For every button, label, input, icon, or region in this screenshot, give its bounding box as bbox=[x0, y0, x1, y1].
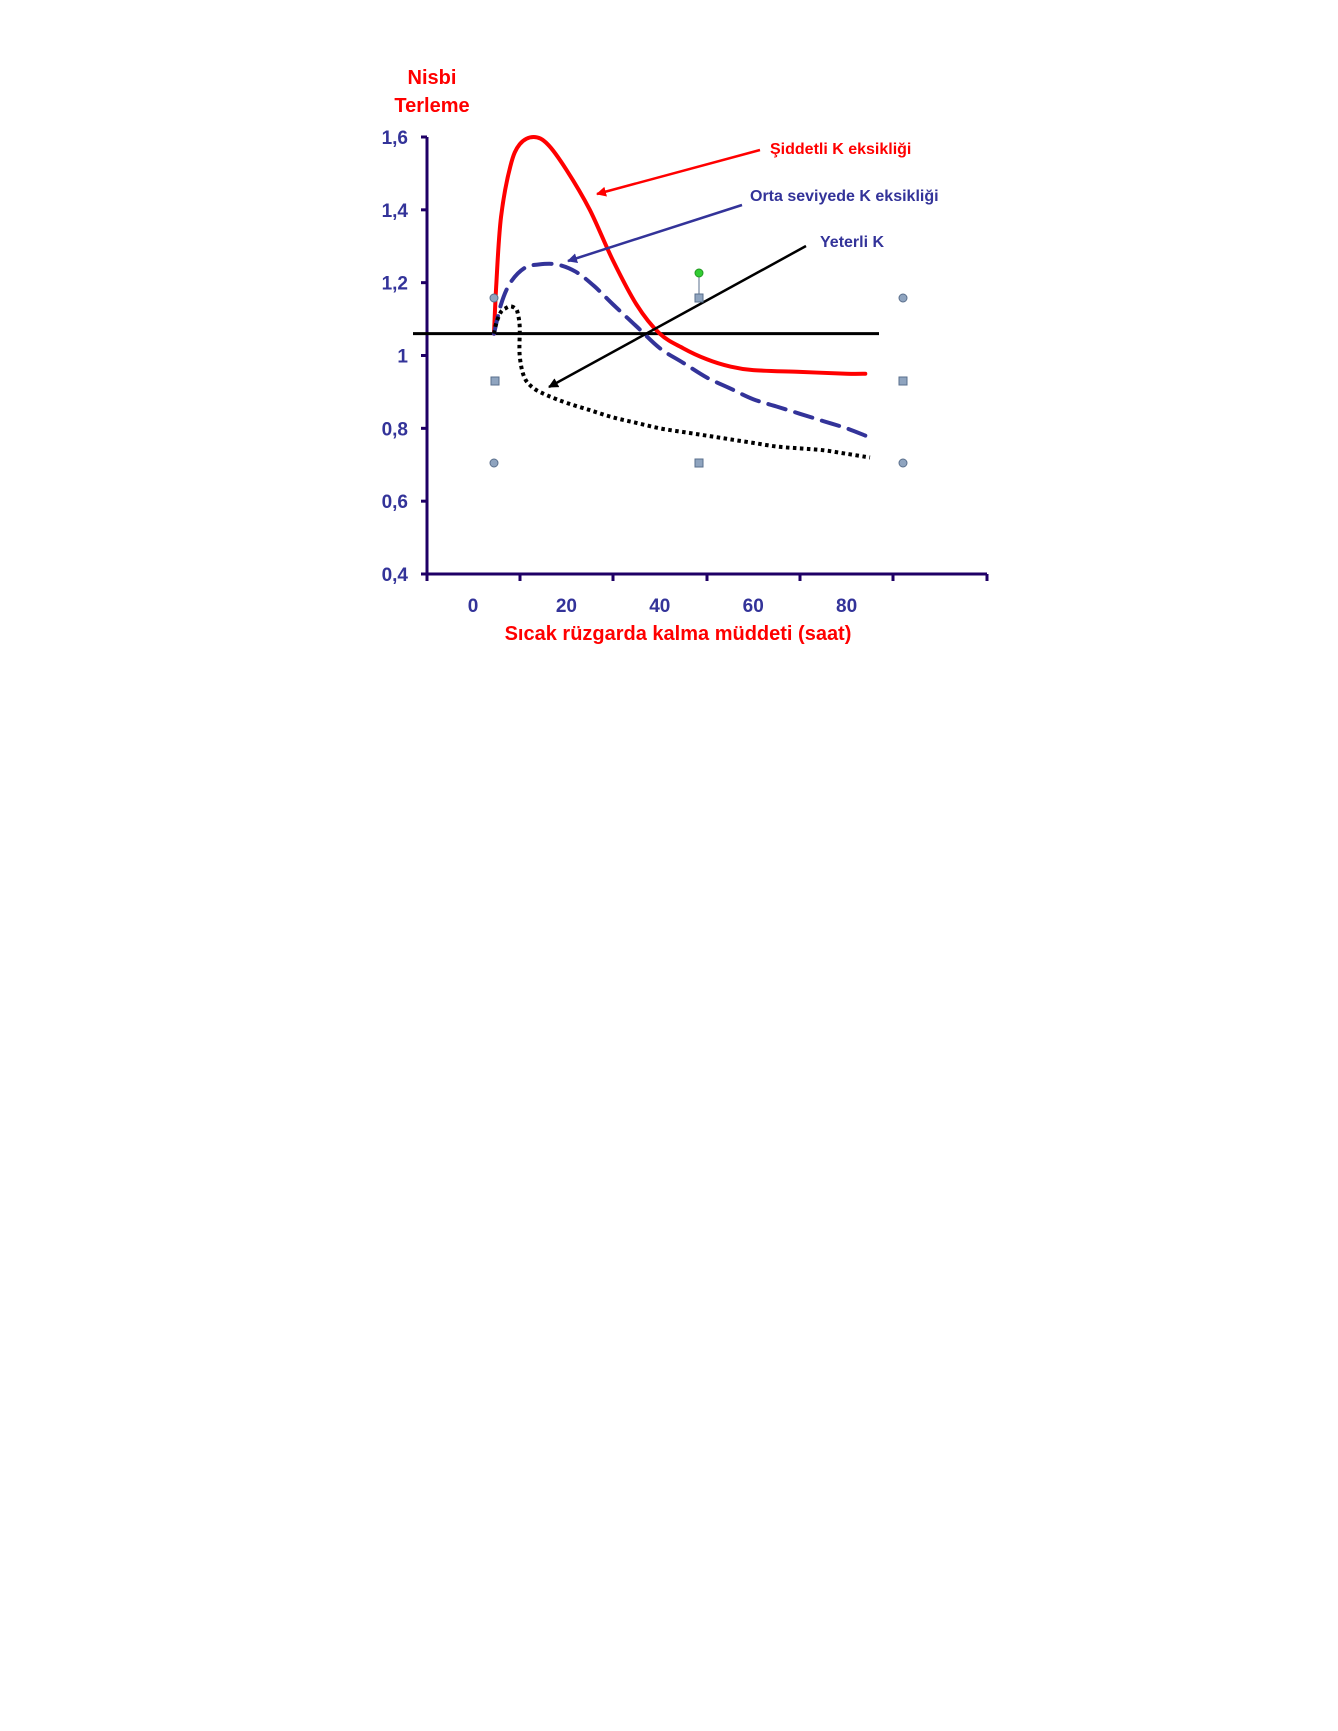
handle-bottom-middle[interactable] bbox=[694, 458, 704, 468]
y-tick-label: 0,6 bbox=[382, 492, 408, 513]
y-tick-label: 0,4 bbox=[382, 565, 409, 586]
annotation-moderate: Orta seviyede K eksikliği bbox=[750, 188, 939, 205]
annotation-sufficient: Yeterli K bbox=[820, 234, 884, 251]
annotation-arrow-severe bbox=[596, 148, 761, 197]
handle-bottom-left[interactable] bbox=[489, 458, 499, 468]
x-tick-label: 60 bbox=[743, 596, 764, 617]
y-axis-title-line-1: Nisbi bbox=[408, 67, 457, 89]
y-tick-label: 1,6 bbox=[382, 128, 408, 149]
annotation-severe: Şiddetli K eksikliği bbox=[770, 141, 911, 158]
y-axis-title-line-2: Terleme bbox=[394, 95, 469, 117]
x-axis-title: Sıcak rüzgarda kalma müddeti (saat) bbox=[505, 623, 852, 645]
series-severe-deficiency bbox=[492, 134, 868, 376]
y-tick-label: 1 bbox=[397, 347, 408, 368]
rotation-handle[interactable] bbox=[694, 268, 704, 278]
y-tick-label: 1,4 bbox=[382, 201, 409, 222]
annotation-arrow-moderate bbox=[567, 203, 743, 264]
x-tick-label: 20 bbox=[556, 596, 577, 617]
handle-top-right[interactable] bbox=[898, 293, 908, 303]
handle-middle-right[interactable] bbox=[898, 376, 908, 386]
selection-handles[interactable] bbox=[489, 268, 908, 468]
handle-top-middle[interactable] bbox=[694, 293, 704, 303]
x-tick-label: 0 bbox=[468, 596, 479, 617]
series-sufficient bbox=[492, 304, 871, 460]
handle-top-left[interactable] bbox=[489, 293, 499, 303]
x-tick-label: 40 bbox=[649, 596, 670, 617]
y-tick-label: 1,2 bbox=[382, 274, 408, 295]
y-tick-label: 0,8 bbox=[382, 419, 408, 440]
handle-bottom-right[interactable] bbox=[898, 458, 908, 468]
annotation-arrow-sufficient bbox=[548, 244, 807, 389]
series-moderate-deficiency bbox=[492, 261, 868, 438]
handle-middle-left[interactable] bbox=[490, 376, 500, 386]
x-tick-label: 80 bbox=[836, 596, 857, 617]
